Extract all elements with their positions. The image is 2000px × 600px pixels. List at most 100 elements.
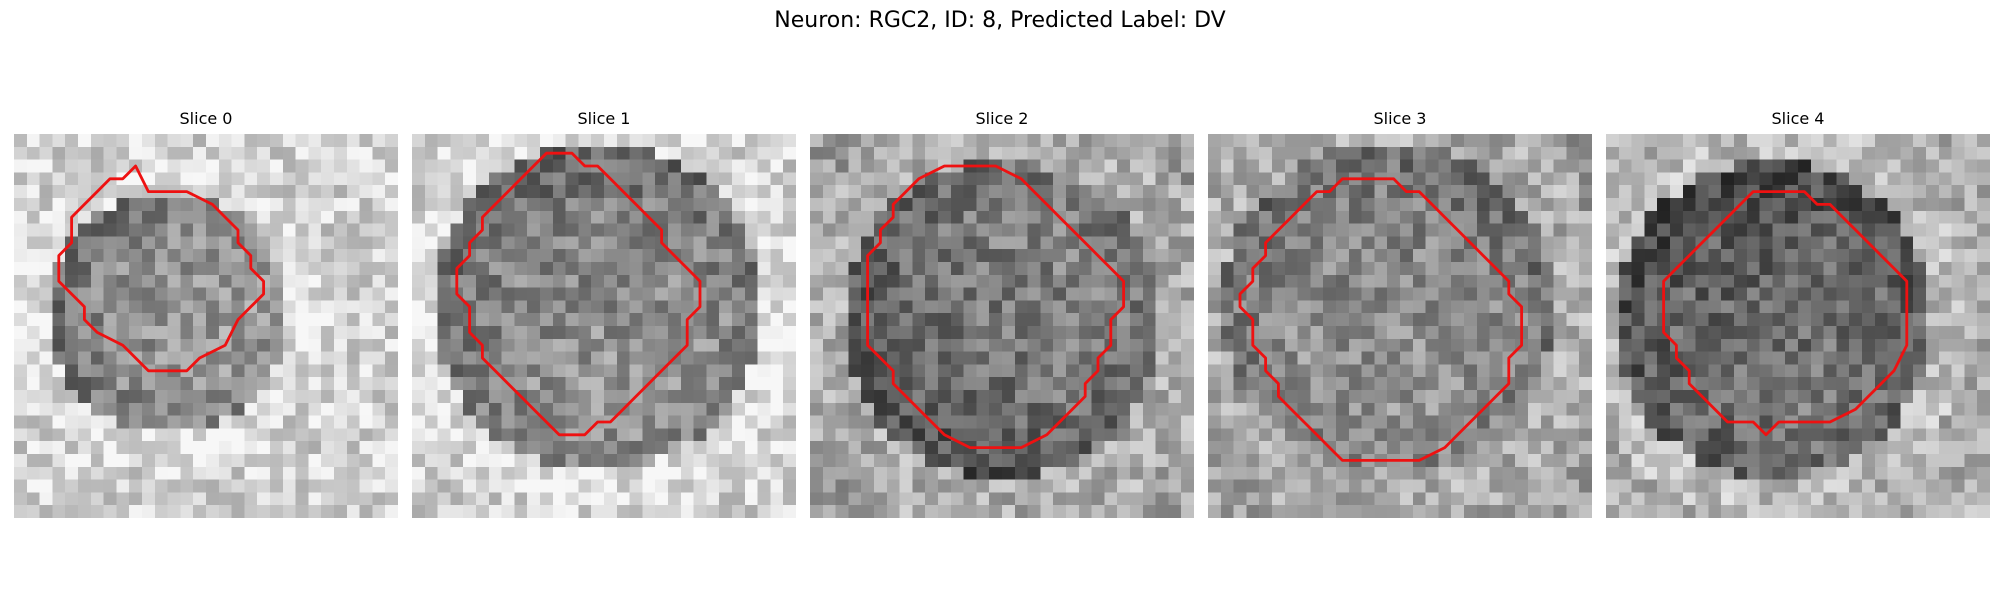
pixel — [912, 287, 926, 301]
pixel — [1836, 377, 1850, 391]
pixel — [861, 415, 875, 429]
pixel — [899, 338, 913, 352]
pixel — [1233, 428, 1247, 442]
pixel — [604, 146, 618, 160]
pixel — [1323, 249, 1337, 263]
pixel — [1348, 146, 1362, 160]
slice-image-2 — [810, 134, 1194, 518]
pixel — [1220, 198, 1234, 212]
pixel — [706, 236, 720, 250]
pixel — [1540, 262, 1554, 276]
slice-panel-1: Slice 1 — [412, 108, 796, 518]
pixel — [1695, 159, 1709, 173]
pixel — [1259, 377, 1273, 391]
pixel — [1977, 415, 1990, 429]
pixel — [14, 454, 28, 468]
pixel — [488, 351, 502, 365]
pixel — [193, 492, 207, 506]
pixel — [1772, 146, 1786, 160]
pixel — [1951, 466, 1965, 480]
pixel — [1091, 313, 1105, 327]
pixel — [989, 274, 1003, 288]
pixel — [693, 223, 707, 237]
pixel — [1078, 172, 1092, 186]
pixel — [1900, 146, 1914, 160]
pixel — [463, 402, 477, 416]
pixel — [1425, 172, 1439, 186]
pixel — [1412, 479, 1426, 493]
pixel — [629, 313, 643, 327]
pixel — [180, 402, 194, 416]
pixel — [1721, 172, 1735, 186]
pixel — [359, 441, 373, 455]
pixel — [244, 223, 258, 237]
pixel — [1208, 134, 1222, 148]
pixel — [1091, 274, 1105, 288]
pixel — [938, 377, 952, 391]
pixel — [719, 415, 733, 429]
pixel — [206, 249, 220, 263]
pixel — [938, 146, 952, 160]
pixel — [412, 210, 426, 224]
pixel — [372, 326, 386, 340]
pixel — [989, 313, 1003, 327]
pixel — [1746, 146, 1760, 160]
pixel — [78, 326, 92, 340]
pixel — [1233, 210, 1247, 224]
pixel — [1553, 415, 1567, 429]
pixel — [1297, 505, 1311, 518]
pixel — [874, 134, 888, 148]
pixel — [1489, 428, 1503, 442]
pixel — [1579, 198, 1592, 212]
pixel — [1168, 172, 1182, 186]
pixel — [1887, 274, 1901, 288]
pixel — [1951, 338, 1965, 352]
pixel — [925, 466, 939, 480]
pixel — [129, 313, 143, 327]
pixel — [1220, 185, 1234, 199]
pixel — [1130, 441, 1144, 455]
pixel — [976, 492, 990, 506]
pixel — [938, 466, 952, 480]
pixel — [1836, 262, 1850, 276]
pixel — [1476, 428, 1490, 442]
pixel — [1014, 134, 1028, 148]
pixel — [1553, 492, 1567, 506]
pixel — [783, 338, 796, 352]
pixel — [1297, 172, 1311, 186]
pixel — [1540, 287, 1554, 301]
pixel — [1310, 210, 1324, 224]
pixel — [463, 210, 477, 224]
pixel — [527, 415, 541, 429]
pixel — [359, 313, 373, 327]
pixel — [1489, 313, 1503, 327]
pixel — [1014, 249, 1028, 263]
pixel — [1734, 287, 1748, 301]
pixel — [1670, 172, 1684, 186]
pixel — [1066, 198, 1080, 212]
pixel — [65, 415, 79, 429]
pixel — [206, 274, 220, 288]
pixel — [1566, 274, 1580, 288]
pixel — [527, 377, 541, 391]
pixel — [810, 505, 824, 518]
pixel — [270, 198, 284, 212]
pixel — [1374, 159, 1388, 173]
pixel — [488, 185, 502, 199]
pixel — [450, 492, 464, 506]
pixel — [1695, 134, 1709, 148]
pixel — [52, 479, 66, 493]
pixel — [244, 287, 258, 301]
pixel — [334, 428, 348, 442]
pixel — [693, 185, 707, 199]
pixel — [1168, 492, 1182, 506]
pixel — [835, 351, 849, 365]
pixel — [412, 492, 426, 506]
pixel — [1310, 377, 1324, 391]
pixel — [257, 479, 271, 493]
pixel — [1553, 287, 1567, 301]
pixel — [1464, 198, 1478, 212]
pixel — [680, 274, 694, 288]
pixel — [1810, 390, 1824, 404]
pixel — [642, 223, 656, 237]
